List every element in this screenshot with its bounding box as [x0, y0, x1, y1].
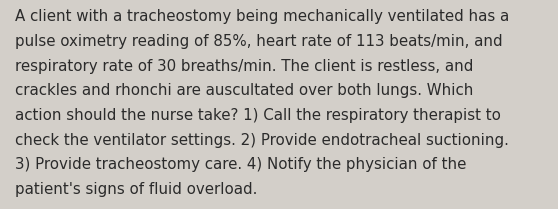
Text: check the ventilator settings. 2) Provide endotracheal suctioning.: check the ventilator settings. 2) Provid… — [15, 133, 509, 148]
Text: A client with a tracheostomy being mechanically ventilated has a: A client with a tracheostomy being mecha… — [15, 9, 509, 24]
Text: crackles and rhonchi are auscultated over both lungs. Which: crackles and rhonchi are auscultated ove… — [15, 83, 473, 98]
Text: 3) Provide tracheostomy care. 4) Notify the physician of the: 3) Provide tracheostomy care. 4) Notify … — [15, 157, 466, 172]
Text: respiratory rate of 30 breaths/min. The client is restless, and: respiratory rate of 30 breaths/min. The … — [15, 59, 473, 74]
Text: pulse oximetry reading of 85%, heart rate of 113 beats/min, and: pulse oximetry reading of 85%, heart rat… — [15, 34, 503, 49]
Text: patient's signs of fluid overload.: patient's signs of fluid overload. — [15, 182, 257, 197]
Text: action should the nurse take? 1) Call the respiratory therapist to: action should the nurse take? 1) Call th… — [15, 108, 501, 123]
